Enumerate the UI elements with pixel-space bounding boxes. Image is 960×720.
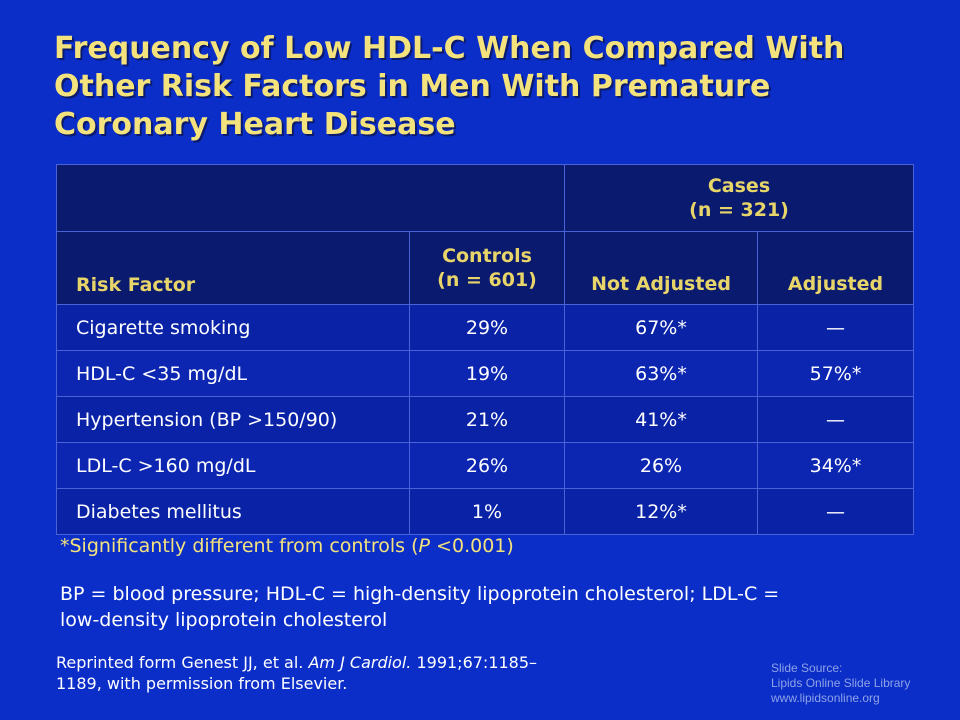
source-line-3: www.lipidsonline.org — [771, 691, 880, 705]
reprint-citation-numbers: 1991;67:1185– — [411, 653, 538, 672]
footnote-p: P — [418, 535, 431, 557]
controls-cell: 29% — [409, 304, 565, 351]
slide-source: Slide Source: Lipids Online Slide Librar… — [771, 661, 910, 706]
reprint-citation: Reprinted form Genest JJ, et al. Am J Ca… — [56, 652, 656, 694]
not-adjusted-cell: 12%* — [564, 488, 758, 535]
adjusted-cell: — — [757, 304, 914, 351]
adjusted-cell: — — [757, 488, 914, 535]
adjusted-header: Adjusted — [757, 231, 914, 305]
controls-cell: 19% — [409, 350, 565, 397]
controls-n: (n = 601) — [437, 269, 537, 291]
risk-factor-table: Cases (n = 321) Risk Factor Controls (n … — [56, 164, 914, 535]
risk-factor-cell: Hypertension (BP >150/90) — [56, 396, 410, 443]
not-adjusted-cell: 41%* — [564, 396, 758, 443]
controls-header: Controls (n = 601) — [409, 231, 565, 305]
not-adjusted-cell: 67%* — [564, 304, 758, 351]
title-line-2: Other Risk Factors in Men With Premature — [54, 69, 771, 104]
table-header-row-2: Risk Factor Controls (n = 601) Not Adjus… — [56, 231, 914, 305]
table-header-row-1: Cases (n = 321) — [56, 164, 914, 232]
table-row: LDL-C >160 mg/dL 26% 26% 34%* — [56, 442, 914, 489]
footnote-prefix: *Significantly different from controls ( — [60, 535, 419, 557]
adjusted-cell: — — [757, 396, 914, 443]
controls-cell: 21% — [409, 396, 565, 443]
not-adjusted-cell: 63%* — [564, 350, 758, 397]
title-line-1: Frequency of Low HDL-C When Compared Wit… — [54, 31, 845, 66]
table-row: HDL-C <35 mg/dL 19% 63%* 57%* — [56, 350, 914, 397]
table-row: Diabetes mellitus 1% 12%* — — [56, 488, 914, 535]
abbreviations-line-1: BP = blood pressure; HDL-C = high-densit… — [60, 583, 780, 605]
reprint-prefix: Reprinted form Genest JJ, et al. — [56, 653, 309, 672]
significance-footnote: *Significantly different from controls (… — [60, 535, 514, 557]
risk-factor-cell: Diabetes mellitus — [56, 488, 410, 535]
table-row: Cigarette smoking 29% 67%* — — [56, 304, 914, 351]
cases-n: (n = 321) — [689, 199, 789, 221]
risk-factor-cell: HDL-C <35 mg/dL — [56, 350, 410, 397]
adjusted-cell: 34%* — [757, 442, 914, 489]
reprint-line-2: 1189, with permission from Elsevier. — [56, 674, 348, 693]
adjusted-cell: 57%* — [757, 350, 914, 397]
risk-factor-cell: Cigarette smoking — [56, 304, 410, 351]
abbreviations-note: BP = blood pressure; HDL-C = high-densit… — [60, 581, 910, 633]
not-adjusted-cell: 26% — [564, 442, 758, 489]
controls-cell: 1% — [409, 488, 565, 535]
reprint-journal: Am J Cardiol. — [308, 653, 412, 672]
abbreviations-line-2: low-density lipoprotein cholesterol — [60, 609, 388, 631]
table-row: Hypertension (BP >150/90) 21% 41%* — — [56, 396, 914, 443]
title-line-3: Coronary Heart Disease — [54, 107, 456, 142]
controls-label: Controls — [442, 245, 532, 267]
slide-title: Frequency of Low HDL-C When Compared Wit… — [54, 30, 934, 144]
risk-factor-header: Risk Factor — [56, 231, 410, 305]
not-adjusted-header: Not Adjusted — [564, 231, 758, 305]
controls-cell: 26% — [409, 442, 565, 489]
cases-header: Cases (n = 321) — [564, 164, 914, 232]
header-empty-cell — [56, 164, 565, 232]
risk-factor-cell: LDL-C >160 mg/dL — [56, 442, 410, 489]
source-line-2: Lipids Online Slide Library — [771, 676, 911, 690]
cases-label: Cases — [707, 175, 771, 197]
footnote-suffix: <0.001) — [430, 535, 514, 557]
reprint-line-1: Reprinted form Genest JJ, et al. Am J Ca… — [56, 652, 656, 673]
source-line-1: Slide Source: — [771, 661, 843, 675]
